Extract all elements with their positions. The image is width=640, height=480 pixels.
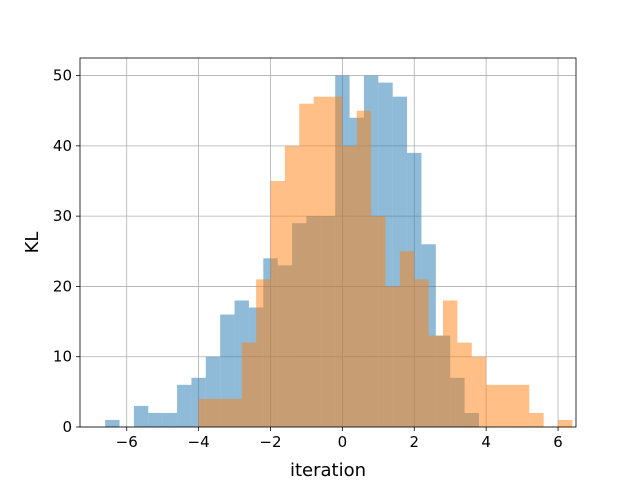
histogram-bar-series-2	[515, 385, 529, 427]
histogram-bar-series-1	[105, 420, 119, 427]
histogram-bar-series-2	[414, 279, 428, 427]
histogram-bar-series-2	[357, 111, 371, 427]
histogram-bar-series-1	[177, 385, 191, 427]
y-tick-label: 0	[62, 418, 72, 436]
histogram-bar-series-2	[558, 420, 572, 427]
histogram-bar-series-2	[457, 343, 471, 427]
histogram-bar-series-2	[529, 413, 543, 427]
histogram-bar-series-2	[314, 97, 328, 427]
y-axis-label: KL	[22, 232, 43, 254]
histogram-bar-series-2	[270, 181, 284, 427]
histogram-bar-series-2	[486, 385, 500, 427]
histogram-bar-series-2	[285, 146, 299, 427]
x-tick-label: −4	[188, 433, 210, 451]
histogram-bar-series-2	[227, 399, 241, 427]
histogram-bar-series-2	[472, 357, 486, 427]
histogram-bar-series-1	[148, 413, 162, 427]
x-tick-label: 0	[338, 433, 348, 451]
x-tick-label: −2	[259, 433, 281, 451]
y-tick-label: 50	[53, 67, 72, 85]
y-tick-label: 30	[53, 207, 72, 225]
x-axis-label: iteration	[290, 460, 366, 480]
histogram-bar-series-2	[328, 97, 342, 427]
y-tick-label: 40	[53, 137, 72, 155]
y-tick-label: 20	[53, 277, 72, 295]
histogram-bar-series-2	[242, 343, 256, 427]
x-tick-label: 2	[409, 433, 419, 451]
x-tick-label: −6	[116, 433, 138, 451]
histogram-bar-series-2	[213, 399, 227, 427]
histogram-bar-series-2	[199, 399, 213, 427]
histogram-bar-series-2	[299, 104, 313, 427]
histogram-bar-series-2	[342, 146, 356, 427]
histogram-bar-series-1	[163, 413, 177, 427]
histogram-bar-series-2	[400, 251, 414, 427]
histogram-bar-series-1	[134, 406, 148, 427]
histogram-bar-series-2	[501, 385, 515, 427]
x-tick-label: 4	[481, 433, 491, 451]
histogram-bar-series-2	[256, 279, 270, 427]
histogram-bar-series-2	[371, 216, 385, 427]
histogram-bar-series-2	[443, 300, 457, 427]
y-tick-label: 10	[53, 348, 72, 366]
histogram-bar-series-2	[429, 336, 443, 427]
histogram-bar-series-2	[386, 286, 400, 427]
x-tick-label: 6	[553, 433, 563, 451]
